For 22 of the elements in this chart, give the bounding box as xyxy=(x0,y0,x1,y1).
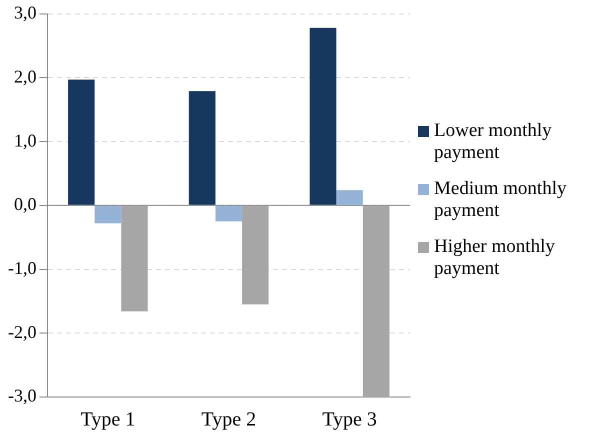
bar xyxy=(242,206,269,304)
y-tick-label: -3,0 xyxy=(8,386,36,406)
bar xyxy=(121,206,148,312)
bar xyxy=(336,190,363,205)
y-tick-label: 3,0 xyxy=(14,2,36,23)
legend-label: Lower monthly payment xyxy=(434,120,553,164)
x-tick-label: Type 3 xyxy=(322,408,377,430)
bar xyxy=(94,206,122,224)
y-tick-label: 1,0 xyxy=(14,130,36,150)
bar xyxy=(362,206,390,397)
legend-label: Higher monthly payment xyxy=(434,236,556,280)
y-tick-label: -2,0 xyxy=(8,322,36,342)
bar xyxy=(68,80,95,205)
bar xyxy=(215,206,242,222)
x-tick-label: Type 1 xyxy=(80,408,136,430)
y-tick-label: -1,0 xyxy=(8,258,36,278)
x-tick-label: Type 2 xyxy=(201,408,256,430)
y-tick-label: 2,0 xyxy=(14,66,36,86)
bar xyxy=(310,28,336,205)
legend-label: Medium monthly payment xyxy=(434,178,568,222)
y-tick-label: 0,0 xyxy=(14,194,36,214)
bar xyxy=(188,91,216,205)
